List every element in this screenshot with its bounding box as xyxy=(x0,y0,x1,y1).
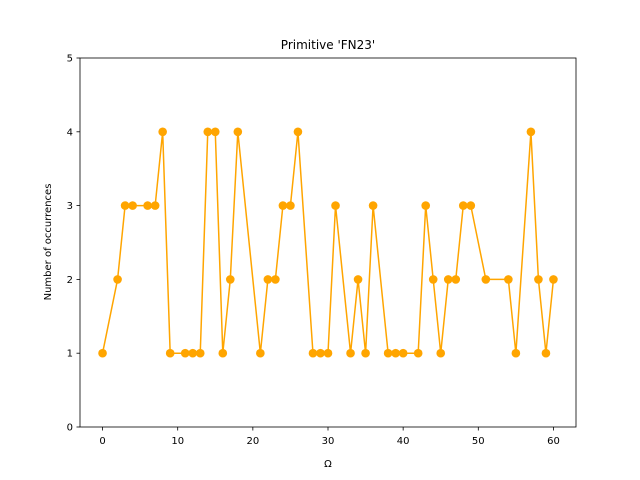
data-point xyxy=(451,275,461,284)
data-point xyxy=(150,201,160,210)
data-point xyxy=(504,275,513,284)
data-point xyxy=(541,348,551,358)
x-axis-label: Ω xyxy=(324,459,332,470)
data-point xyxy=(143,201,152,210)
data-point xyxy=(458,201,468,210)
data-point xyxy=(218,348,228,358)
x-tick-label: 40 xyxy=(397,436,410,447)
y-tick-label: 4 xyxy=(67,127,73,138)
y-tick-label: 1 xyxy=(67,349,73,360)
chart-title: Primitive 'FN23' xyxy=(281,38,375,52)
data-point xyxy=(233,127,243,137)
data-point xyxy=(391,348,400,358)
x-tick-label: 0 xyxy=(99,436,105,447)
data-point xyxy=(368,201,378,210)
x-tick-label: 10 xyxy=(171,436,184,447)
data-point xyxy=(428,275,438,284)
data-point xyxy=(188,348,198,358)
data-point xyxy=(180,348,190,358)
data-point xyxy=(120,201,130,210)
data-point xyxy=(383,348,393,358)
data-point xyxy=(113,275,122,284)
data-point xyxy=(443,275,453,284)
data-point xyxy=(534,275,543,284)
x-tick-label: 60 xyxy=(547,436,560,447)
series-layer xyxy=(98,127,558,358)
data-point xyxy=(195,348,205,358)
data-point xyxy=(210,127,220,137)
data-point xyxy=(293,127,303,137)
data-point xyxy=(165,348,175,358)
data-point xyxy=(436,348,446,358)
data-point xyxy=(256,348,265,358)
data-point xyxy=(481,275,491,284)
data-point xyxy=(398,348,408,358)
data-point xyxy=(353,275,363,284)
data-point xyxy=(278,201,288,210)
data-point xyxy=(346,348,355,358)
data-point xyxy=(316,348,325,358)
data-point xyxy=(158,127,167,137)
y-tick-label: 0 xyxy=(67,423,73,434)
data-point xyxy=(271,275,280,284)
y-tick-label: 5 xyxy=(67,54,73,65)
data-point xyxy=(526,127,536,137)
data-point xyxy=(466,201,476,210)
x-tick-label: 20 xyxy=(246,436,259,447)
data-point xyxy=(413,348,423,358)
data-point xyxy=(331,201,340,210)
data-point xyxy=(263,275,273,284)
data-point xyxy=(226,275,235,284)
x-tick-label: 30 xyxy=(322,436,335,447)
y-tick-label: 2 xyxy=(67,275,73,286)
data-point xyxy=(308,348,318,358)
y-tick-label: 3 xyxy=(67,201,73,212)
data-point xyxy=(511,348,521,358)
data-point xyxy=(421,201,431,210)
data-point xyxy=(361,348,370,358)
data-point xyxy=(549,275,558,284)
axes-layer: 0 10 20 30 40 50 60 0 1 2 3 4 5 xyxy=(67,54,577,447)
data-point xyxy=(98,348,107,358)
data-point xyxy=(323,348,333,358)
data-point xyxy=(286,201,295,210)
data-point xyxy=(203,127,213,137)
y-axis-label: Number of occurrences xyxy=(43,184,54,301)
x-tick-label: 50 xyxy=(472,436,485,447)
data-point xyxy=(128,201,137,210)
